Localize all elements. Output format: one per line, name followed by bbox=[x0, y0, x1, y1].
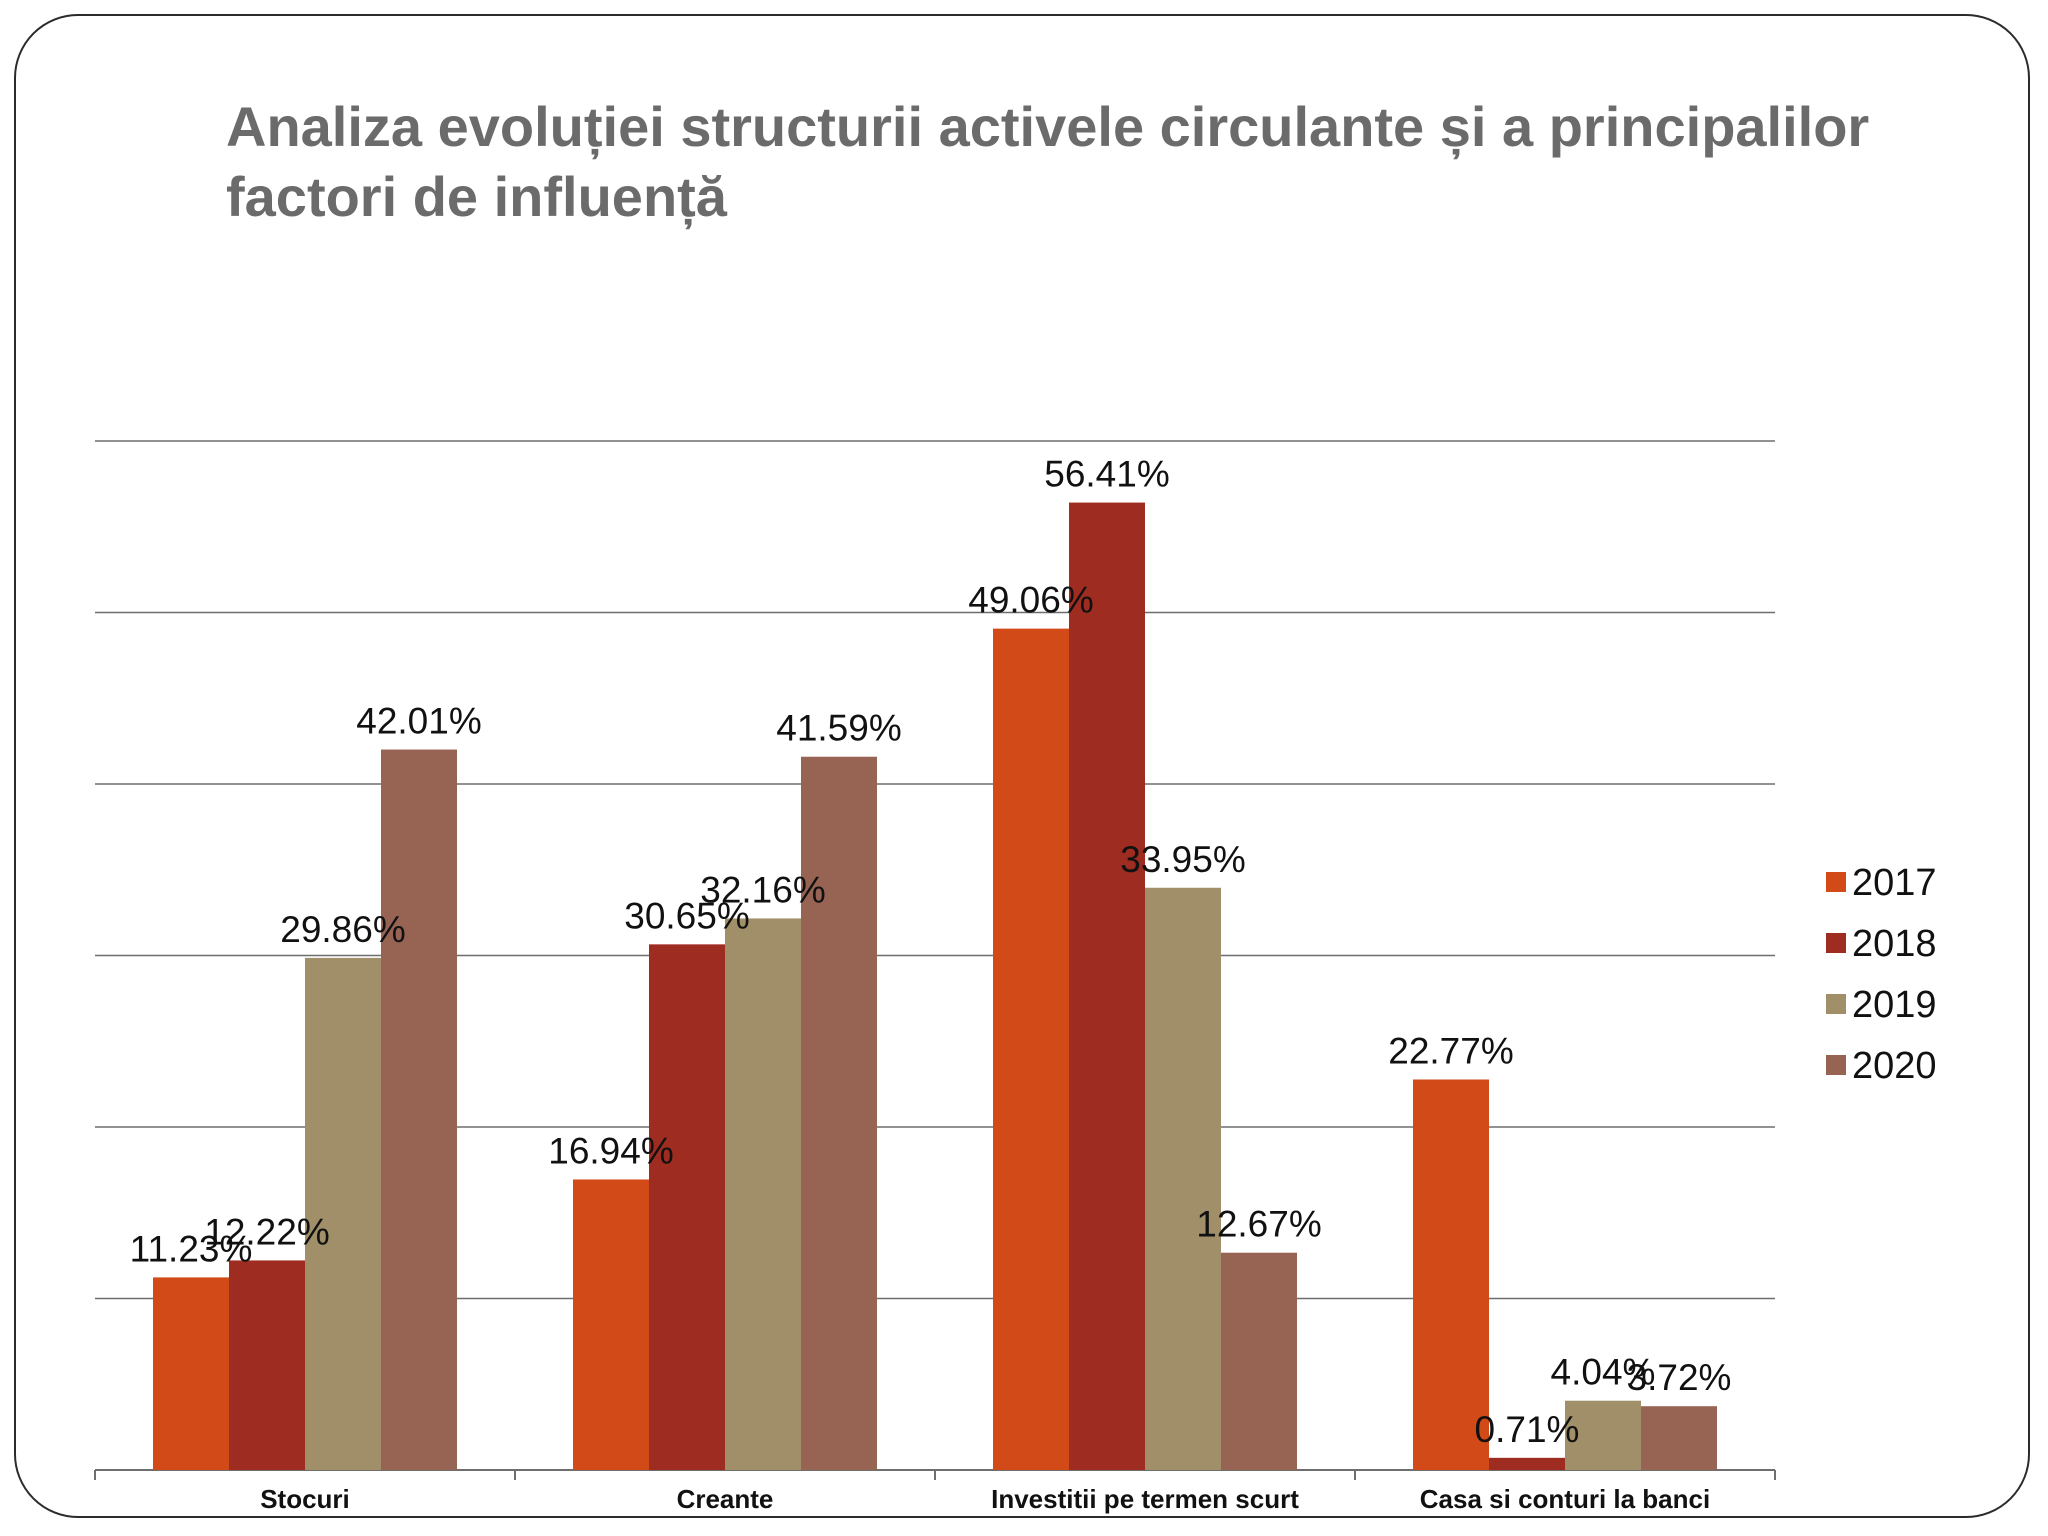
legend-swatch bbox=[1826, 933, 1846, 953]
bar-data-label: 16.94% bbox=[548, 1130, 674, 1171]
bar-2018-2 bbox=[1069, 502, 1145, 1471]
legend-item-2020: 2020 bbox=[1826, 1045, 1937, 1087]
x-axis-category-label: Creante bbox=[677, 1484, 774, 1514]
slide-title: Analiza evoluției structurii activele ci… bbox=[226, 95, 1870, 228]
bar-data-label: 33.95% bbox=[1120, 839, 1246, 880]
bar-data-label: 32.16% bbox=[700, 869, 826, 910]
bar-data-label: 4.04% bbox=[1551, 1352, 1656, 1393]
chart-legend: 2017 2018 2019 2020 bbox=[1826, 862, 1937, 1087]
legend-label: 2018 bbox=[1852, 923, 1937, 965]
x-axis-category-label: Stocuri bbox=[260, 1484, 350, 1514]
legend-swatch bbox=[1826, 994, 1846, 1014]
x-axis-category-label: Investitii pe termen scurt bbox=[991, 1484, 1299, 1514]
bar-data-label: 0.71% bbox=[1475, 1409, 1580, 1450]
bar-data-label: 56.41% bbox=[1044, 454, 1170, 495]
bar-data-label: 22.77% bbox=[1388, 1030, 1514, 1071]
legend-item-2018: 2018 bbox=[1826, 923, 1937, 965]
bar-2017-1 bbox=[573, 1179, 649, 1470]
bar-2020-2 bbox=[1221, 1252, 1297, 1470]
bar-data-label: 30.65% bbox=[624, 895, 750, 936]
bar-2020-3 bbox=[1641, 1406, 1717, 1470]
bar-2019-3 bbox=[1565, 1400, 1641, 1470]
bar-data-label: 29.86% bbox=[280, 909, 406, 950]
bar-2019-2 bbox=[1145, 887, 1221, 1470]
bar-2017-3 bbox=[1413, 1079, 1489, 1470]
legend-item-2019: 2019 bbox=[1826, 984, 1937, 1026]
legend-swatch bbox=[1826, 1055, 1846, 1075]
bar-2018-3 bbox=[1489, 1457, 1565, 1470]
chart-gridlines bbox=[95, 440, 1775, 1300]
bar-data-label: 3.72% bbox=[1627, 1357, 1732, 1398]
bar-2017-0 bbox=[153, 1277, 229, 1470]
legend-item-2017: 2017 bbox=[1826, 862, 1937, 904]
bar-2019-1 bbox=[725, 918, 801, 1470]
legend-label: 2019 bbox=[1852, 984, 1937, 1026]
bar-data-label: 49.06% bbox=[968, 580, 1094, 621]
chart-data-labels: 11.23% 16.94% 49.06% 22.77% 12.22% 30.65% 56.4… bbox=[130, 454, 1732, 1450]
bar-2020-0 bbox=[381, 749, 457, 1470]
bar-2017-2 bbox=[993, 628, 1069, 1470]
chart-x-axis: Stocuri Creante Investitii pe termen scurt… bbox=[94, 1469, 1776, 1514]
legend-swatch bbox=[1826, 872, 1846, 892]
bar-data-label: 42.01% bbox=[356, 701, 482, 742]
bar-data-label: 12.67% bbox=[1196, 1204, 1322, 1245]
bar-data-label: 12.22% bbox=[204, 1211, 330, 1252]
bar-2018-0 bbox=[229, 1260, 305, 1470]
bar-2018-1 bbox=[649, 944, 725, 1470]
bar-2020-1 bbox=[801, 756, 877, 1470]
legend-label: 2017 bbox=[1852, 862, 1937, 904]
chart-bars bbox=[153, 502, 1717, 1471]
bar-data-label: 11.23% bbox=[130, 1228, 253, 1269]
bar-2019-0 bbox=[305, 957, 381, 1470]
bar-data-label: 41.59% bbox=[776, 708, 902, 749]
x-axis-category-label: Casa si conturi la banci bbox=[1420, 1484, 1710, 1514]
legend-label: 2020 bbox=[1852, 1045, 1937, 1087]
